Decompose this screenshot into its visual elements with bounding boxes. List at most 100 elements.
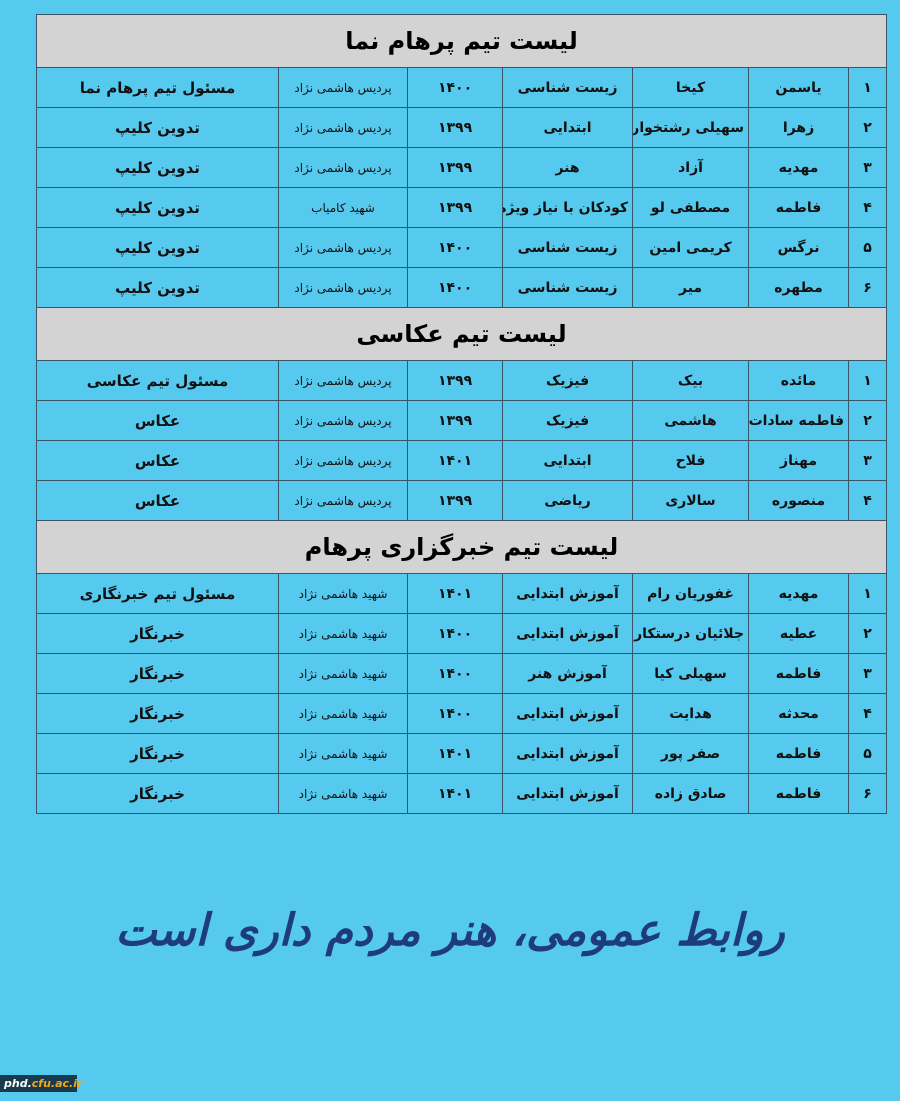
major: کودکان با نیاز ویژه (502, 187, 634, 228)
major: هنر (502, 147, 634, 188)
row-number: ۵ (848, 733, 888, 774)
table-row: ۲ زهرا سهیلی رشتخوار ابتدایی ۱۳۹۹ پردیس هاشمی… (35, 107, 888, 148)
first-name: فاطمه سادات (748, 400, 850, 441)
last-name: جلائیان درستکار (632, 613, 750, 654)
last-name: صادق زاده (632, 773, 750, 814)
last-name: غفوریان رام (632, 573, 750, 614)
table-row: ۲ فاطمه سادات هاشمی فیزیک ۱۳۹۹ پردیس هاشمی نژ… (35, 400, 888, 441)
campus: شهید هاشمی نژاد (278, 733, 409, 774)
last-name: فلاح (632, 440, 750, 481)
last-name: کریمی امین (632, 227, 750, 268)
major: ابتدایی (502, 107, 634, 148)
first-name: مطهره (748, 267, 850, 308)
role: تدوین کلیپ (35, 227, 280, 268)
team-lists-table: لیست تیم پرهام نما ۱ یاسمن کیخا زیست شناسی ۱۴… (35, 14, 888, 814)
first-name: نرگس (748, 227, 850, 268)
role: خبرنگار (35, 733, 280, 774)
major: ابتدایی (502, 440, 634, 481)
last-name: هدایت (632, 693, 750, 734)
row-number: ۲ (848, 400, 888, 441)
row-number: ۳ (848, 440, 888, 481)
entry-year: ۱۴۰۰ (407, 613, 504, 654)
row-number: ۶ (848, 267, 888, 308)
entry-year: ۱۴۰۱ (407, 733, 504, 774)
major: ریاضی (502, 480, 634, 521)
watermark-part2: cfu.ac.ir (31, 1077, 83, 1090)
table-row: ۴ منصوره سالاری ریاضی ۱۳۹۹ پردیس هاشمی نژاد عک… (35, 480, 888, 521)
entry-year: ۱۴۰۰ (407, 267, 504, 308)
slogan: روابط عمومی، هنر مردم داری است (115, 905, 785, 956)
entry-year: ۱۳۹۹ (407, 147, 504, 188)
section-title-row: لیست تیم عکاسی (35, 307, 888, 361)
last-name: آزاد (632, 147, 750, 188)
table-row: ۱ مهدیه غفوریان رام آموزش ابتدایی ۱۴۰۱ شهید ه… (35, 573, 888, 614)
first-name: مهناز (748, 440, 850, 481)
last-name: مصطفی لو (632, 187, 750, 228)
role: مسئول تیم خبرنگاری (35, 573, 280, 614)
watermark-logo: phd.cfu.ac.ir (0, 1075, 82, 1092)
campus: شهید هاشمی نژاد (278, 573, 409, 614)
row-number: ۴ (848, 187, 888, 228)
last-name: سالاری (632, 480, 750, 521)
major: زیست شناسی (502, 267, 634, 308)
role: عکاس (35, 440, 280, 481)
role: خبرنگار (35, 613, 280, 654)
entry-year: ۱۳۹۹ (407, 480, 504, 521)
first-name: مهدیه (748, 573, 850, 614)
campus: پردیس هاشمی نژاد (278, 147, 409, 188)
campus: پردیس هاشمی نژاد (278, 480, 409, 521)
table-row: ۳ فاطمه سهیلی کیا آموزش هنر ۱۴۰۰ شهید هاشمی ن… (35, 653, 888, 694)
major: آموزش ابتدایی (502, 573, 634, 614)
campus: شهید هاشمی نژاد (278, 693, 409, 734)
campus: پردیس هاشمی نژاد (278, 227, 409, 268)
major: آموزش هنر (502, 653, 634, 694)
last-name: هاشمی (632, 400, 750, 441)
table-row: ۳ مهناز فلاح ابتدایی ۱۴۰۱ پردیس هاشمی نژاد عکا… (35, 440, 888, 481)
row-number: ۱ (848, 360, 888, 401)
section-title: لیست تیم پرهام نما (35, 14, 888, 68)
last-name: سهیلی رشتخوار (632, 107, 750, 148)
row-number: ۳ (848, 653, 888, 694)
entry-year: ۱۴۰۰ (407, 653, 504, 694)
campus: پردیس هاشمی نژاد (278, 107, 409, 148)
entry-year: ۱۳۹۹ (407, 187, 504, 228)
first-name: فاطمه (748, 773, 850, 814)
role: عکاس (35, 480, 280, 521)
row-number: ۶ (848, 773, 888, 814)
role: تدوین کلیپ (35, 147, 280, 188)
row-number: ۱ (848, 67, 888, 108)
entry-year: ۱۴۰۰ (407, 227, 504, 268)
entry-year: ۱۳۹۹ (407, 400, 504, 441)
role: تدوین کلیپ (35, 107, 280, 148)
campus: شهید کامیاب (278, 187, 409, 228)
last-name: کیخا (632, 67, 750, 108)
section-title: لیست تیم خبرگزاری پرهام (35, 520, 888, 574)
first-name: مهدیه (748, 147, 850, 188)
first-name: زهرا (748, 107, 850, 148)
campus: پردیس هاشمی نژاد (278, 267, 409, 308)
first-name: فاطمه (748, 653, 850, 694)
role: خبرنگار (35, 693, 280, 734)
major: آموزش ابتدایی (502, 733, 634, 774)
major: فیزیک (502, 400, 634, 441)
major: آموزش ابتدایی (502, 613, 634, 654)
first-name: محدثه (748, 693, 850, 734)
row-number: ۴ (848, 693, 888, 734)
entry-year: ۱۴۰۱ (407, 573, 504, 614)
campus: شهید هاشمی نژاد (278, 773, 409, 814)
entry-year: ۱۳۹۹ (407, 360, 504, 401)
role: تدوین کلیپ (35, 267, 280, 308)
major: فیزیک (502, 360, 634, 401)
role: خبرنگار (35, 773, 280, 814)
table-row: ۶ مطهره میر زیست شناسی ۱۴۰۰ پردیس هاشمی نژاد ت… (35, 267, 888, 308)
row-number: ۳ (848, 147, 888, 188)
table-row: ۵ نرگس کریمی امین زیست شناسی ۱۴۰۰ پردیس هاشمی… (35, 227, 888, 268)
first-name: یاسمن (748, 67, 850, 108)
campus: شهید هاشمی نژاد (278, 613, 409, 654)
major: آموزش ابتدایی (502, 773, 634, 814)
first-name: عطیه (748, 613, 850, 654)
entry-year: ۱۴۰۱ (407, 440, 504, 481)
table-row: ۱ یاسمن کیخا زیست شناسی ۱۴۰۰ پردیس هاشمی نژاد… (35, 67, 888, 108)
table-row: ۳ مهدیه آزاد هنر ۱۳۹۹ پردیس هاشمی نژاد تدوین ک… (35, 147, 888, 188)
last-name: بیک (632, 360, 750, 401)
